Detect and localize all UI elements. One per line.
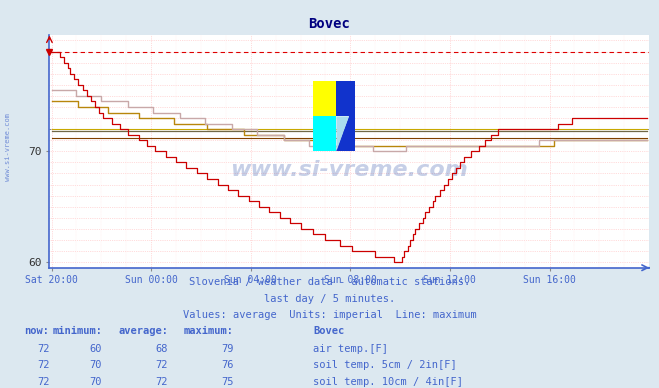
Text: soil temp. 10cm / 4in[F]: soil temp. 10cm / 4in[F] (313, 377, 463, 387)
Polygon shape (336, 116, 349, 151)
Text: last day / 5 minutes.: last day / 5 minutes. (264, 294, 395, 304)
Text: soil temp. 5cm / 2in[F]: soil temp. 5cm / 2in[F] (313, 360, 457, 371)
Text: maximum:: maximum: (184, 326, 234, 336)
Text: 72: 72 (156, 377, 168, 387)
Polygon shape (313, 116, 336, 151)
Polygon shape (313, 81, 336, 116)
Text: now:: now: (24, 326, 49, 336)
Text: 72: 72 (156, 360, 168, 371)
Text: www.si-vreme.com: www.si-vreme.com (231, 160, 468, 180)
Text: Values: average  Units: imperial  Line: maximum: Values: average Units: imperial Line: ma… (183, 310, 476, 320)
Text: 70: 70 (90, 360, 102, 371)
Text: www.si-vreme.com: www.si-vreme.com (5, 113, 11, 182)
Text: 72: 72 (37, 377, 49, 387)
Text: Bovec: Bovec (308, 17, 351, 31)
Text: 76: 76 (221, 360, 234, 371)
Text: minimum:: minimum: (52, 326, 102, 336)
Text: 70: 70 (90, 377, 102, 387)
Text: 72: 72 (37, 344, 49, 354)
Text: 79: 79 (221, 344, 234, 354)
Polygon shape (336, 81, 355, 151)
Text: Bovec: Bovec (313, 326, 344, 336)
Text: average:: average: (118, 326, 168, 336)
Text: 72: 72 (37, 360, 49, 371)
Text: 68: 68 (156, 344, 168, 354)
Text: air temp.[F]: air temp.[F] (313, 344, 388, 354)
Text: 60: 60 (90, 344, 102, 354)
Text: 75: 75 (221, 377, 234, 387)
Text: Slovenia / weather data - automatic stations.: Slovenia / weather data - automatic stat… (189, 277, 470, 288)
